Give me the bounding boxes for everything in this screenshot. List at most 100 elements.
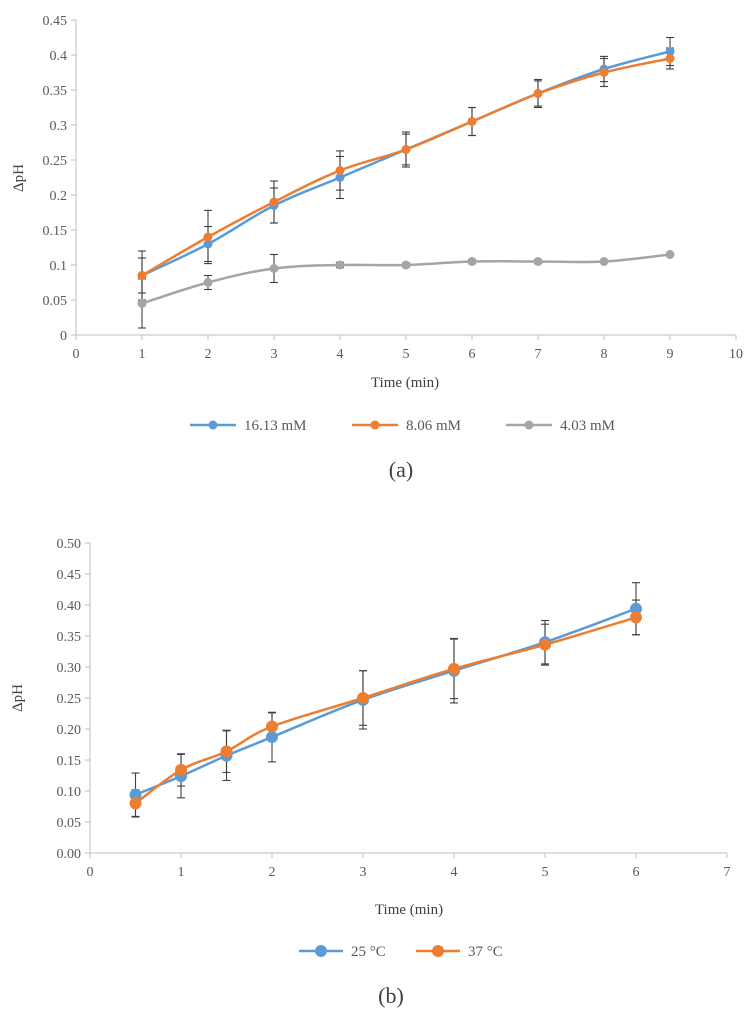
data-point [533,257,543,266]
chart-b: Time (min) ΔpH (b) 0.00 0.05 0.10 0.15 0.20 0… [10,537,731,1008]
legend-label: 25 °C [351,944,386,960]
y-tick-label: 0.15 [57,754,82,769]
x-tick-label: 4 [451,865,458,880]
data-point [467,257,477,266]
y-tick-label: 0.3 [50,119,68,134]
data-point [630,602,642,615]
data-point [175,763,187,776]
x-tick-label: 0 [73,347,80,362]
legend-swatch-marker [524,420,534,430]
y-tick-label: 0.45 [57,568,82,583]
data-point [630,611,642,624]
data-point [269,197,279,207]
x-tick-label: 3 [271,347,278,362]
legend-swatch-marker [315,945,327,957]
chart-a-caption: (a) [389,457,413,482]
x-tick-label: 8 [601,347,608,362]
y-tick-label: 0.4 [50,49,68,64]
chart-a: Time (min) ΔpH (a) 0 0.05 0.1 0.15 0.2 0.25 0.… [11,14,743,482]
data-point [599,68,609,77]
data-point [401,145,411,154]
y-tick-label: 0.25 [43,154,68,169]
legend-swatch-marker [432,945,444,957]
x-tick-label: 3 [360,865,367,880]
chart-b-caption: (b) [378,983,404,1008]
y-tick-label: 0.20 [57,723,82,738]
legend-swatch-marker [370,420,380,430]
data-point [220,745,233,758]
data-point [335,166,345,175]
data-point [448,662,460,675]
data-point [539,638,551,651]
y-tick-label: 0.40 [57,599,82,614]
y-tick-label: 0 [60,329,67,344]
chart-b-ylabel: ΔpH [10,684,26,712]
y-tick-label: 0.1 [50,259,68,274]
legend-label: 16.13 mM [244,418,307,434]
x-tick-label: 6 [469,347,476,362]
legend-item: 16.13 mM [190,418,307,434]
y-tick-label: 0.35 [43,84,68,99]
data-point [203,239,213,249]
legend-item: 8.06 mM [352,418,461,434]
data-point [665,250,675,259]
x-tick-label: 7 [535,347,542,362]
y-tick-label: 0.30 [57,661,82,676]
y-tick-label: 0.05 [43,294,68,309]
series-line-0 [134,607,638,796]
y-tick-label: 0.35 [57,630,82,645]
error-bars-0 [131,582,640,817]
data-point [665,54,675,63]
x-tick-label: 4 [337,347,344,362]
legend-item: 37 °C [416,944,503,960]
legend: 16.13 mM 8.06 mM 4.03 mM [190,418,615,434]
x-tick-label: 0 [87,865,94,880]
y-tick-label: 0.00 [57,847,82,862]
data-point [203,232,213,242]
x-tick-label: 1 [178,865,185,880]
legend-swatch-marker [208,420,218,430]
data-point [269,264,279,273]
x-tick-label: 1 [139,347,146,362]
data-point [335,260,345,270]
x-tick-label: 2 [205,347,212,362]
x-tick-label: 7 [724,865,731,880]
data-point [137,271,147,280]
error-bars-1 [131,599,640,818]
chart-a-xlabel: Time (min) [371,375,439,391]
data-point [533,89,543,98]
data-point [357,692,369,704]
legend-label: 4.03 mM [560,418,615,434]
data-point [401,260,411,270]
legend-item: 4.03 mM [506,418,615,434]
y-tick-label: 0.05 [57,816,82,831]
data-point [335,173,345,182]
data-point [266,731,278,744]
x-tick-label: 5 [542,865,549,880]
legend-item: 25 °C [299,944,386,960]
x-tick-label: 5 [403,347,410,362]
x-tick-label: 2 [269,865,276,880]
data-point [137,299,147,308]
data-point [129,788,142,801]
data-point [266,720,278,733]
x-tick-label: 9 [667,347,674,362]
legend-label: 8.06 mM [406,418,461,434]
y-tick-label: 0.2 [50,189,68,204]
legend-label: 37 °C [468,944,503,960]
y-tick-label: 0.15 [43,224,68,239]
data-point [467,117,477,126]
data-point [665,47,675,56]
chart-b-xlabel: Time (min) [375,902,443,918]
data-point [203,278,213,287]
y-tick-label: 0.45 [43,14,68,29]
error-bars-1 [138,47,674,294]
data-point [129,797,142,810]
y-tick-label: 0.50 [57,537,82,552]
x-tick-label: 10 [729,347,743,362]
legend: 25 °C 37 °C [299,944,503,960]
series-line-1 [134,616,638,805]
y-tick-label: 0.25 [57,692,82,707]
x-tick-label: 6 [633,865,640,880]
